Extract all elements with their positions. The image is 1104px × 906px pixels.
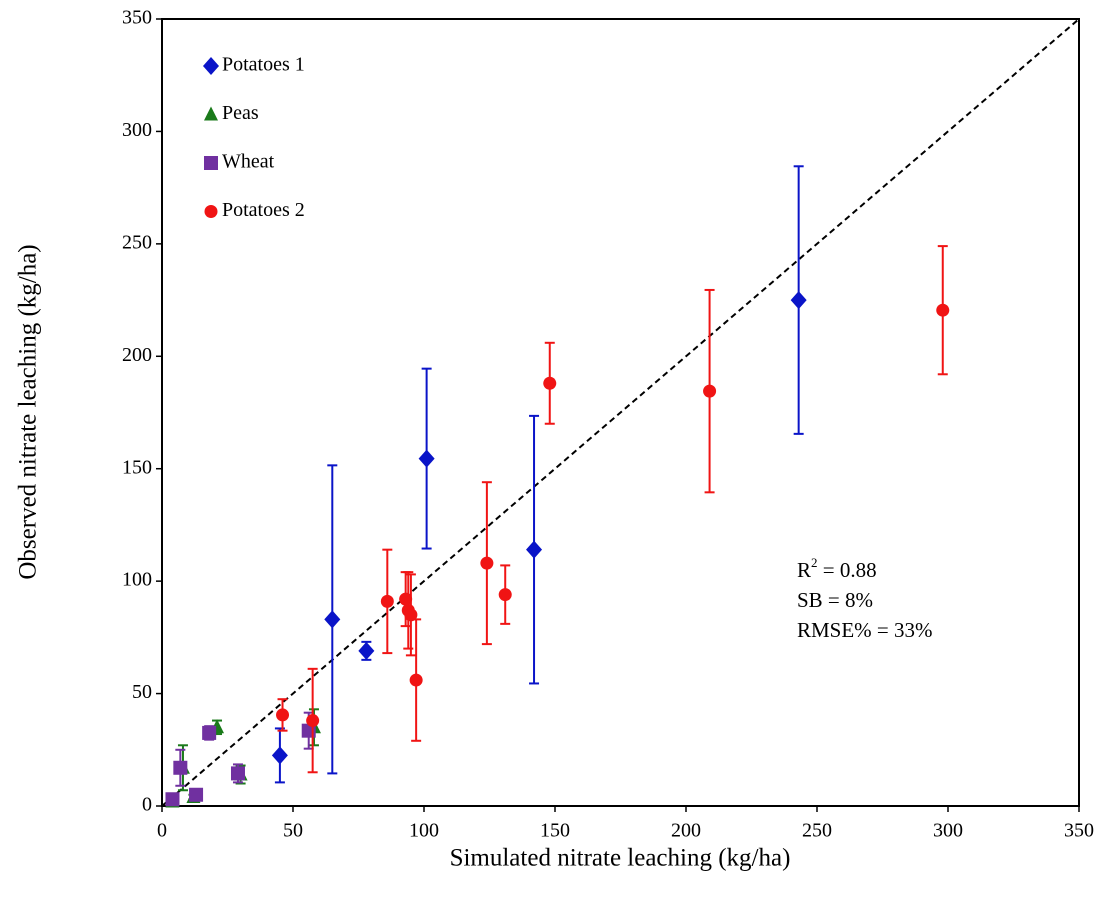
point: [380, 594, 394, 608]
x-tick-label: 300: [933, 820, 963, 842]
legend-label: Peas: [222, 102, 259, 124]
y-axis-title: Observed nitrate leaching (kg/ha): [15, 244, 42, 579]
r2-sup: 2: [811, 555, 818, 570]
x-tick-label: 0: [157, 820, 167, 842]
legend-marker: [203, 57, 219, 75]
point: [230, 766, 245, 781]
point: [404, 608, 418, 622]
point: [790, 291, 807, 310]
y-tick-label: 300: [122, 119, 152, 141]
x-tick-label: 250: [802, 820, 832, 842]
point: [526, 540, 543, 559]
point: [306, 714, 320, 728]
legend-marker: [204, 156, 218, 170]
y-tick-label: 100: [122, 569, 152, 591]
point: [480, 556, 494, 570]
point: [703, 384, 717, 398]
legend-marker: [204, 205, 218, 218]
x-tick-label: 100: [409, 820, 439, 842]
legend-marker: [204, 106, 218, 121]
point: [936, 303, 950, 317]
point: [399, 592, 413, 606]
x-tick-label: 200: [671, 820, 701, 842]
legend-label: Potatoes 2: [222, 199, 305, 221]
plot-frame: [161, 18, 1080, 807]
point: [189, 787, 204, 802]
y-tick-label: 250: [122, 231, 152, 253]
y-tick-label: 150: [122, 456, 152, 478]
point: [358, 641, 375, 660]
y-tick-label: 350: [122, 7, 152, 29]
legend-label: Wheat: [222, 151, 275, 173]
y-tick-label: 50: [132, 681, 152, 703]
point: [409, 673, 423, 687]
x-axis-title: Simulated nitrate leaching (kg/ha): [450, 845, 791, 872]
point: [324, 610, 341, 629]
point: [202, 725, 217, 740]
point: [271, 746, 288, 765]
y-tick-label: 200: [122, 344, 152, 366]
legend-label: Potatoes 1: [222, 54, 305, 76]
x-tick-label: 50: [283, 820, 303, 842]
y-tick-label: 0: [142, 794, 152, 816]
x-tick-label: 350: [1064, 820, 1094, 842]
point: [543, 376, 557, 390]
identity-line: [161, 18, 1080, 807]
point: [165, 792, 180, 807]
point: [173, 760, 188, 775]
r2-text: = 0.88: [818, 558, 877, 582]
r2-label: R2 = 0.88: [797, 555, 877, 582]
annotation: SB = 8%: [797, 588, 873, 612]
point: [276, 708, 290, 722]
point: [498, 588, 512, 602]
point: [418, 449, 435, 468]
annotation: RMSE% = 33%: [797, 618, 933, 642]
r2-base: R: [797, 558, 811, 582]
x-tick-label: 150: [540, 820, 570, 842]
